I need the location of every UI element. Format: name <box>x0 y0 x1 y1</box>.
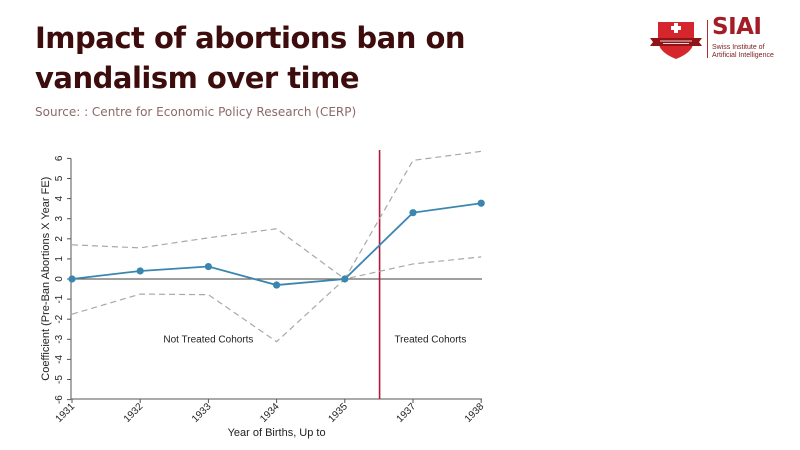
page-title: Impact of abortions ban on vandalism ove… <box>35 21 466 95</box>
logo-divider <box>707 20 708 58</box>
coefficient-point <box>477 199 485 207</box>
y-tick-label: 5 <box>54 175 65 181</box>
treated-cohorts-label: Treated Cohorts <box>394 334 466 345</box>
y-tick-label: 6 <box>54 155 65 161</box>
y-tick-label: 0 <box>54 276 65 282</box>
y-tick-label: 3 <box>54 215 65 221</box>
swiss-cross-shield-icon <box>650 22 702 59</box>
x-tick-label: 1935 <box>326 401 350 425</box>
siai-logo: SIAI Swiss Institute of Artificial Intel… <box>648 14 778 63</box>
coefficient-point <box>409 209 417 217</box>
coefficient-point <box>204 262 212 271</box>
series-lines <box>71 150 482 343</box>
x-tick-label: 1937 <box>395 401 419 425</box>
y-tick-label: 4 <box>54 195 65 201</box>
series-markers <box>68 199 485 289</box>
x-tick-label: 1934 <box>258 401 282 425</box>
coefficient-point <box>341 275 349 283</box>
y-tick-label: 2 <box>54 236 65 242</box>
y-tick-label: -4 <box>54 355 65 364</box>
logo-subtitle: Swiss Institute of Artificial Intelligen… <box>712 44 774 59</box>
y-tick-label: -5 <box>54 375 65 384</box>
axes <box>67 150 482 403</box>
source-caption: Source: : Centre for Economic Policy Res… <box>35 105 357 119</box>
y-tick-label: -2 <box>54 314 65 323</box>
y-tick-label: -1 <box>54 294 65 303</box>
x-tick-label: 1933 <box>190 401 214 425</box>
y-tick-label: -3 <box>54 334 65 343</box>
coefficient-point <box>136 267 144 275</box>
logo-name: SIAI <box>712 14 762 40</box>
upper-ci-line <box>71 150 482 280</box>
not-treated-cohorts-label: Not Treated Cohorts <box>163 334 253 345</box>
coefficient-point <box>273 281 281 289</box>
x-tick-label: 1932 <box>122 401 146 425</box>
x-tick-label: 1938 <box>463 401 487 425</box>
x-axis-title: Year of Births, Up to <box>228 427 326 439</box>
coefficient-line <box>71 202 482 286</box>
y-tick-label: 1 <box>54 256 65 262</box>
coefficient-point <box>68 275 76 283</box>
y-tick-label: -6 <box>54 395 65 404</box>
lower-ci-line <box>71 256 482 343</box>
y-axis-title: Coefficient (Pre-Ban Abortions X Year FE… <box>40 177 52 381</box>
